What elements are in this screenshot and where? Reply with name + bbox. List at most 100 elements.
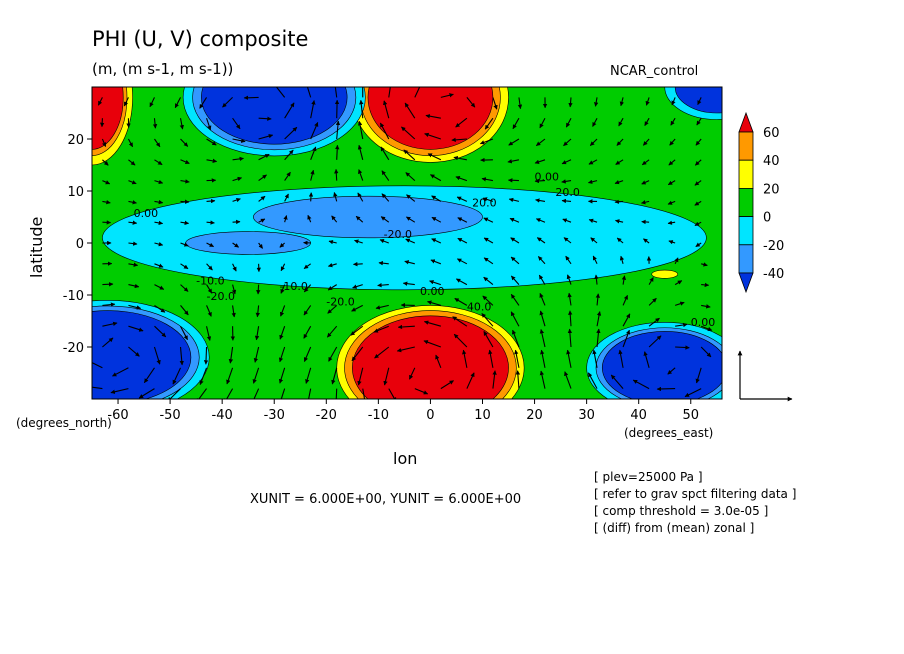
- wind-vector: [279, 326, 286, 340]
- wind-vector: [359, 99, 364, 119]
- wind-vector: [539, 370, 546, 389]
- wind-vector: [456, 258, 468, 265]
- contour-fill: [674, 87, 722, 114]
- wind-vector: [566, 274, 572, 285]
- wind-vector: [388, 388, 397, 399]
- wind-vector: [327, 304, 338, 314]
- wind-vector: [592, 349, 598, 368]
- wind-vector: [199, 367, 208, 386]
- wind-vector: [701, 282, 710, 288]
- wind-vector: [284, 193, 289, 202]
- x-tick-label: -50: [159, 408, 180, 423]
- wind-vector: [258, 195, 266, 202]
- colorbar-segment: [738, 244, 754, 274]
- wind-vector: [383, 100, 390, 119]
- colorbar-label: -40: [763, 267, 784, 282]
- wind-vector: [537, 256, 546, 265]
- contour-fill: [651, 269, 679, 279]
- wind-vector: [675, 322, 688, 328]
- wind-vector: [512, 117, 520, 130]
- wind-vector: [694, 221, 702, 227]
- wind-vector: [408, 367, 416, 380]
- wind-vector: [697, 97, 702, 106]
- run-label: NCAR_control: [610, 64, 698, 79]
- wind-vector: [206, 284, 213, 294]
- y-tick-label: -20: [63, 341, 84, 356]
- wind-vector: [355, 215, 364, 223]
- wind-vector: [431, 195, 442, 202]
- contour-label: -10.0: [196, 275, 224, 288]
- contour-fill: [352, 315, 509, 399]
- wind-vector: [508, 197, 520, 203]
- wind-vector: [492, 370, 497, 389]
- wind-vector: [648, 277, 654, 285]
- reference-vector: [737, 350, 793, 402]
- wind-vector: [306, 388, 312, 399]
- wind-vector: [616, 237, 624, 244]
- wind-vector: [397, 324, 415, 330]
- wind-vector: [279, 242, 286, 248]
- wind-vector: [648, 297, 657, 306]
- chart-title: PHI (U, V) composite: [92, 27, 308, 51]
- wind-vector: [362, 388, 366, 399]
- colorbar-segment: [738, 111, 754, 133]
- wind-vector: [154, 220, 164, 226]
- contour-fill: [102, 185, 707, 291]
- colorbar-segment: [738, 159, 754, 189]
- wind-vector: [128, 241, 138, 246]
- wind-vector: [509, 217, 520, 223]
- wind-vector: [538, 274, 546, 285]
- wind-vector: [254, 326, 260, 341]
- wind-vector: [668, 240, 676, 245]
- wind-vector: [403, 149, 416, 161]
- wind-vector: [232, 219, 241, 225]
- chart-units: (m, (m s-1, m s-1)): [92, 60, 233, 78]
- wind-vector: [328, 239, 337, 245]
- contour-label: -20.0: [326, 295, 354, 308]
- contour-fill: [367, 87, 494, 150]
- note-line: [ (diff) from (mean) zonal ]: [594, 521, 754, 535]
- wind-vector: [331, 215, 338, 223]
- wind-vector: [455, 175, 468, 182]
- wind-vector: [280, 263, 286, 272]
- wind-vector: [206, 326, 212, 341]
- wind-vector: [440, 380, 454, 390]
- y-units-label: (degrees_north): [16, 416, 112, 430]
- wind-vector: [641, 219, 650, 225]
- wind-vector: [479, 138, 494, 145]
- wind-vector: [632, 379, 650, 390]
- contour-label: -20.0: [207, 290, 235, 303]
- wind-vector: [406, 216, 416, 223]
- wind-vector: [206, 198, 216, 204]
- wind-vector: [507, 178, 519, 183]
- wind-vector: [587, 372, 598, 389]
- wind-vector: [172, 367, 182, 385]
- wind-vector: [97, 97, 103, 106]
- wind-vector: [258, 242, 264, 249]
- wind-vector: [128, 304, 142, 310]
- x-tick-label: 0: [426, 408, 434, 423]
- wind-vector: [154, 241, 164, 247]
- wind-vector: [203, 346, 209, 365]
- wind-vector: [563, 138, 572, 147]
- wind-vector: [206, 220, 215, 225]
- wind-vector: [253, 346, 260, 363]
- wind-vector: [492, 97, 498, 110]
- wind-vector: [380, 146, 390, 161]
- wind-vector: [453, 333, 468, 348]
- wind-vector: [431, 238, 442, 244]
- wind-vector: [695, 138, 702, 146]
- x-tick-label: -30: [264, 408, 285, 423]
- wind-vector: [128, 262, 139, 267]
- wind-vector: [180, 159, 190, 165]
- y-tick-label: 0: [76, 237, 84, 252]
- wind-vector: [154, 304, 166, 313]
- wind-vector: [303, 346, 312, 362]
- wind-vector: [377, 282, 389, 288]
- wind-vector: [334, 87, 338, 98]
- wind-vector: [353, 261, 363, 267]
- wind-vector: [645, 97, 650, 106]
- wind-vector: [427, 153, 442, 161]
- wind-vector: [535, 198, 546, 203]
- contour-fill: [92, 310, 192, 399]
